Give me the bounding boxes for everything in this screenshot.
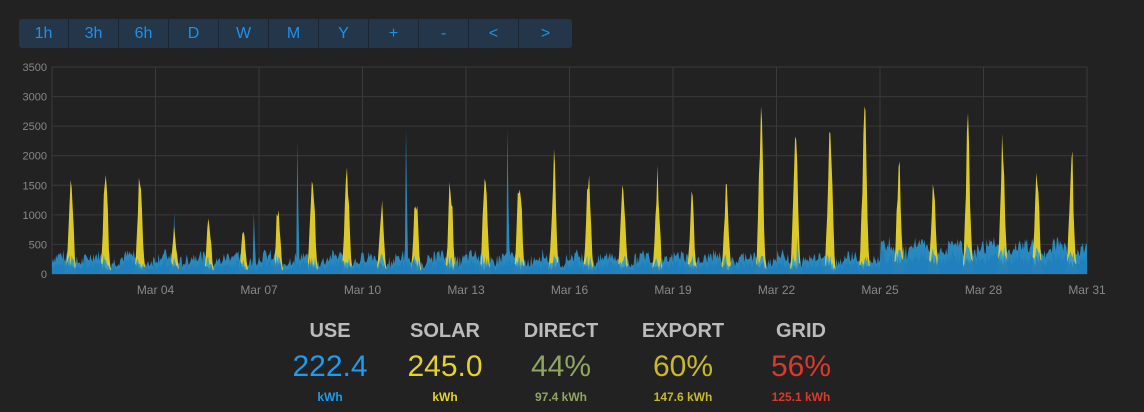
stat-use-value: 222.4 — [292, 350, 368, 383]
stat-use-unit: kWh — [317, 390, 343, 404]
range-3h-button[interactable]: 3h — [69, 19, 119, 48]
stat-solar: SOLAR 245.0 kWh — [375, 318, 515, 404]
pan-right-button[interactable]: > — [540, 25, 551, 42]
y-tick-label: 0 — [41, 269, 47, 281]
stat-solar-label: SOLAR — [410, 320, 480, 342]
stat-grid-value: 56% — [770, 350, 832, 383]
range-day-button[interactable]: D — [169, 19, 219, 48]
x-tick-label: Mar 10 — [344, 283, 382, 297]
y-tick-label: 3000 — [23, 92, 47, 104]
stat-use-label: USE — [309, 320, 351, 342]
grid-use-area — [52, 248, 1087, 274]
x-tick-label: Mar 13 — [447, 283, 485, 297]
power-chart[interactable]: 0 500 1000 1500 2000 2500 3000 3500 Mar 04 Mar 07… — [0, 56, 1144, 306]
y-tick-label: 1500 — [23, 180, 47, 192]
stat-solar-unit: kWh — [432, 390, 458, 404]
stat-direct-unit: 97.4 kWh — [534, 390, 588, 404]
stat-grid: GRID 56% 125.1 kWh — [731, 318, 871, 404]
zoom-out-button[interactable]: - — [419, 19, 469, 48]
range-6h-button[interactable]: 6h — [119, 19, 169, 48]
solar-series — [52, 106, 1087, 274]
chart-axes: 0 500 1000 1500 2000 2500 3000 3500 Mar 04 Mar 07… — [23, 62, 1106, 297]
range-week-button[interactable]: W — [219, 19, 269, 48]
stat-export-value: 60% — [652, 350, 714, 383]
range-year-button[interactable]: Y — [319, 19, 369, 48]
x-tick-label: Mar 19 — [654, 283, 692, 297]
x-tick-label: Mar 31 — [1068, 283, 1106, 297]
use-overlay-area — [52, 234, 1087, 274]
stat-export-unit: 147.6 kWh — [653, 390, 713, 404]
y-tick-label: 1000 — [23, 210, 47, 222]
stat-grid-unit: 125.1 kWh — [771, 390, 831, 404]
y-tick-label: 2000 — [23, 151, 47, 163]
x-tick-label: Mar 22 — [758, 283, 796, 297]
x-tick-label: Mar 16 — [551, 283, 589, 297]
x-tick-label: Mar 28 — [965, 283, 1003, 297]
stat-solar-value: 245.0 — [407, 350, 483, 383]
stat-direct: DIRECT 44% 97.4 kWh — [491, 318, 631, 404]
zoom-in-button[interactable]: + — [369, 19, 419, 48]
range-month-button[interactable]: M — [269, 19, 319, 48]
x-tick-label: Mar 25 — [861, 283, 899, 297]
y-tick-label: 2500 — [23, 121, 47, 133]
stat-direct-label: DIRECT — [523, 320, 599, 342]
chart-grid — [51, 66, 1088, 275]
x-tick-label: Mar 07 — [240, 283, 278, 297]
pan-left-button[interactable]: < — [469, 19, 519, 48]
y-tick-label: 3500 — [23, 62, 47, 74]
use-series-front — [52, 234, 1087, 274]
y-tick-label: 500 — [29, 239, 47, 251]
energy-summary: USE 222.4 kWh SOLAR 245.0 kWh DIRECT 44%… — [0, 318, 1144, 412]
stat-export-label: EXPORT — [641, 320, 725, 342]
stat-direct-value: 44% — [530, 350, 592, 383]
stat-grid-label: GRID — [776, 320, 826, 342]
stat-export: EXPORT 60% 147.6 kWh — [613, 318, 753, 404]
range-1h-button[interactable]: 1h — [19, 19, 69, 48]
solar-area — [52, 106, 1087, 274]
time-range-toolbar: 1h 3h 6h D W M Y + - < > — [19, 19, 572, 48]
stat-use: USE 222.4 kWh — [260, 318, 400, 404]
x-tick-label: Mar 04 — [137, 283, 175, 297]
